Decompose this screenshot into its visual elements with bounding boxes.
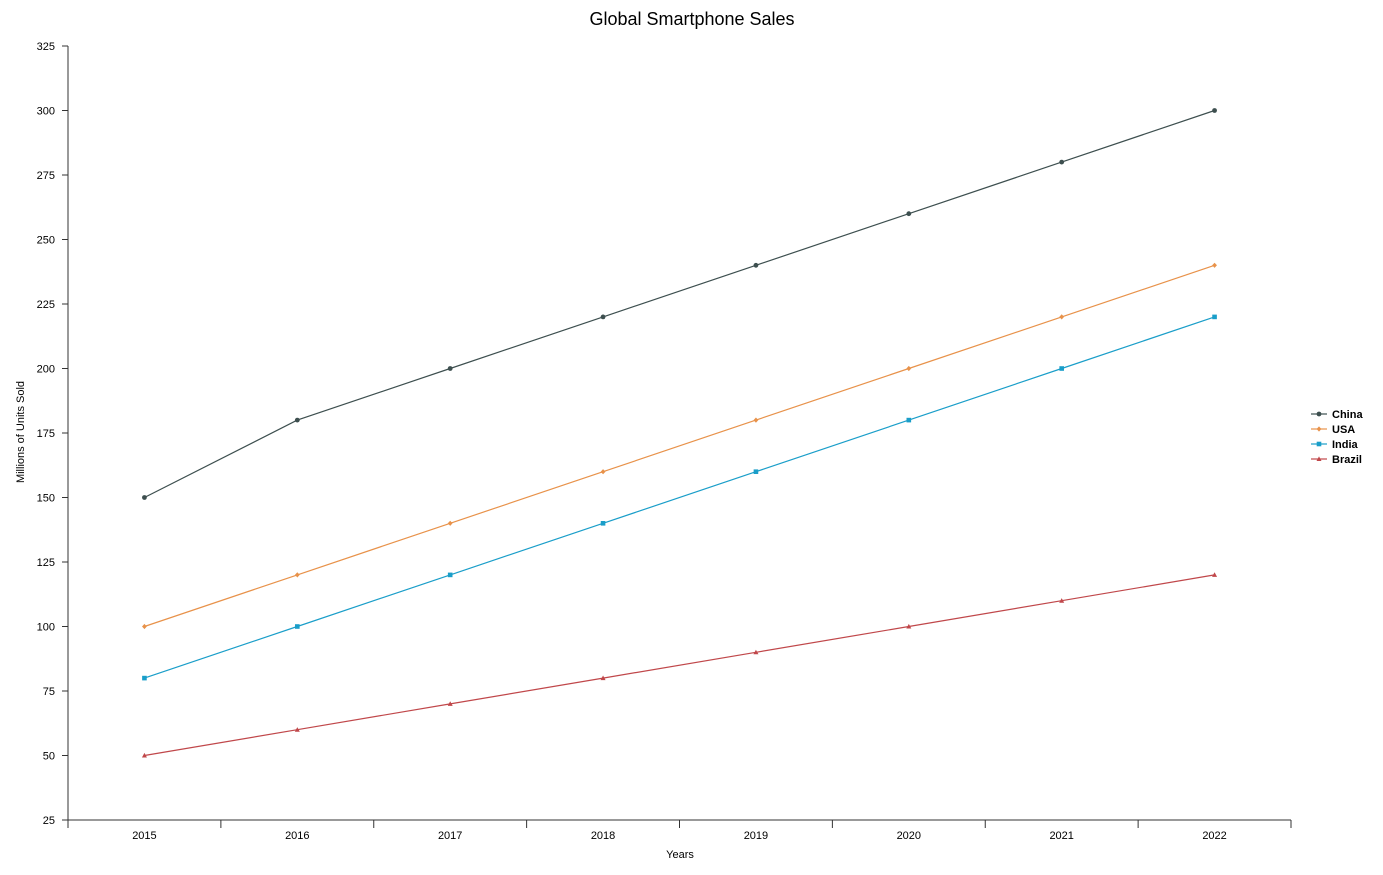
series-brazil bbox=[141, 572, 1218, 758]
y-axis-title: Millions of Units Sold bbox=[15, 381, 27, 483]
legend-label-china: China bbox=[1332, 409, 1363, 421]
series-line-india bbox=[144, 316, 1215, 679]
legend: China USA India Brazil bbox=[1311, 409, 1363, 466]
legend-marker-brazil bbox=[1316, 456, 1322, 461]
y-tick-label: 50 bbox=[43, 751, 55, 763]
y-tick-label: 175 bbox=[37, 428, 55, 440]
data-point-usa bbox=[142, 623, 147, 630]
data-point-usa bbox=[294, 572, 300, 578]
legend-marker-usa bbox=[1316, 426, 1322, 432]
x-tick-label: 2021 bbox=[1049, 830, 1073, 842]
data-point-china bbox=[906, 211, 912, 217]
legend-label-india: India bbox=[1332, 439, 1359, 451]
data-point-usa bbox=[600, 469, 606, 475]
data-point-india bbox=[295, 624, 300, 629]
y-tick-label: 150 bbox=[37, 493, 55, 505]
x-tick-label: 2016 bbox=[285, 830, 309, 842]
y-tick-label: 275 bbox=[37, 170, 55, 182]
series-layer bbox=[141, 108, 1218, 758]
x-axis-title: Years bbox=[666, 849, 694, 861]
y-tick-label: 125 bbox=[37, 557, 55, 569]
legend-item-india: India bbox=[1311, 439, 1359, 451]
legend-item-china: China bbox=[1311, 409, 1363, 421]
data-point-china bbox=[294, 417, 300, 423]
data-point-india bbox=[1059, 366, 1064, 371]
legend-label-brazil: Brazil bbox=[1332, 454, 1362, 466]
legend-marker-india bbox=[1316, 441, 1322, 447]
data-point-brazil bbox=[906, 623, 912, 629]
y-tick-label: 300 bbox=[37, 106, 55, 118]
x-tick-label: 2020 bbox=[897, 830, 921, 842]
data-point-brazil bbox=[600, 675, 606, 681]
data-point-brazil bbox=[447, 701, 453, 706]
x-tick-label: 2022 bbox=[1202, 830, 1226, 842]
x-tick-label: 2015 bbox=[132, 830, 156, 842]
data-point-usa bbox=[1212, 262, 1217, 268]
y-tick-label: 225 bbox=[37, 299, 55, 311]
data-point-usa bbox=[753, 417, 759, 423]
series-china bbox=[142, 108, 1217, 500]
chart-title: Global Smartphone Sales bbox=[589, 9, 794, 29]
data-point-china bbox=[1212, 108, 1217, 113]
data-point-china bbox=[142, 495, 147, 500]
data-point-india bbox=[447, 572, 453, 578]
y-tick-label: 75 bbox=[43, 686, 55, 698]
x-tick-label: 2019 bbox=[744, 830, 768, 842]
data-point-india bbox=[142, 675, 147, 681]
data-point-india bbox=[906, 417, 912, 423]
y-tick-label: 100 bbox=[37, 622, 55, 634]
data-point-usa bbox=[1059, 314, 1065, 320]
x-tick-label: 2017 bbox=[438, 830, 462, 842]
y-tick-label: 325 bbox=[37, 41, 55, 53]
series-line-china bbox=[144, 109, 1215, 499]
x-tick-label: 2018 bbox=[591, 830, 615, 842]
data-point-brazil bbox=[141, 752, 147, 758]
legend-item-usa: USA bbox=[1311, 424, 1355, 436]
series-line-usa bbox=[144, 264, 1215, 628]
data-point-india bbox=[753, 469, 759, 474]
data-point-brazil bbox=[294, 727, 300, 732]
data-point-usa bbox=[447, 520, 453, 526]
series-line-brazil bbox=[144, 574, 1215, 757]
data-point-china bbox=[1059, 159, 1065, 165]
data-point-china bbox=[600, 314, 606, 320]
data-point-india bbox=[1212, 314, 1217, 320]
data-point-usa bbox=[906, 365, 912, 372]
data-point-brazil bbox=[753, 649, 759, 655]
series-india bbox=[142, 314, 1217, 681]
legend-item-brazil: Brazil bbox=[1311, 454, 1362, 466]
data-point-brazil bbox=[1212, 572, 1218, 577]
data-point-china bbox=[753, 262, 759, 268]
legend-marker-china bbox=[1316, 411, 1322, 417]
y-tick-label: 200 bbox=[37, 364, 55, 376]
data-point-china bbox=[447, 366, 453, 371]
data-point-brazil bbox=[1059, 598, 1065, 603]
series-usa bbox=[142, 262, 1217, 630]
y-tick-label: 25 bbox=[43, 815, 55, 827]
axes: 25 50 75 100 125 150 175 200 225 250 275 300 325 2015… bbox=[37, 41, 1292, 842]
y-tick-label: 250 bbox=[37, 235, 55, 247]
legend-label-usa: USA bbox=[1332, 424, 1355, 436]
data-point-india bbox=[600, 521, 606, 526]
